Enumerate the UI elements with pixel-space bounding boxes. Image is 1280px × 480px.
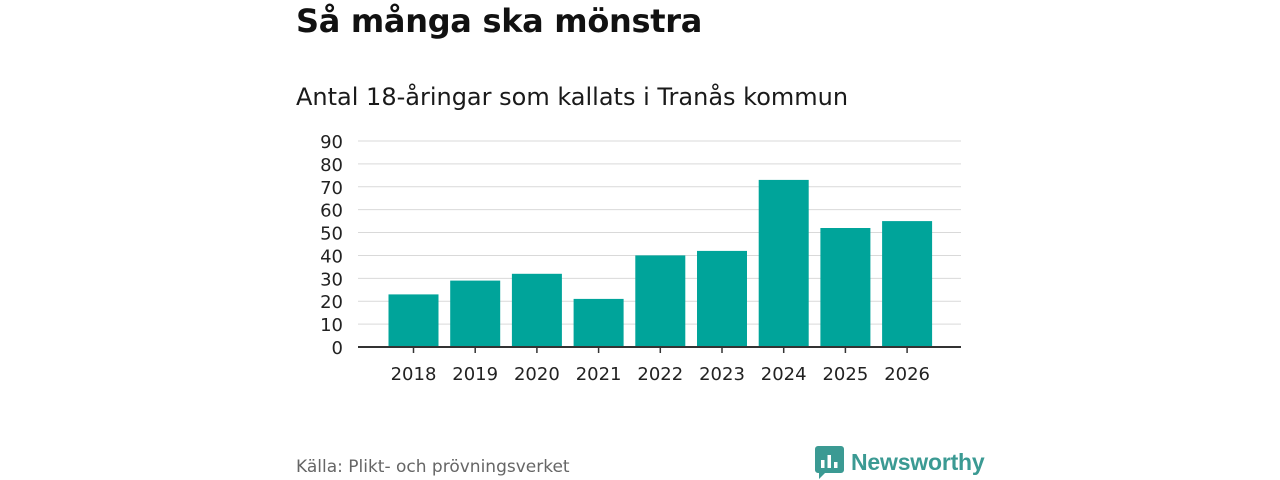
y-tick-label: 10 <box>320 315 343 336</box>
x-tick-label: 2026 <box>884 364 930 385</box>
bars <box>388 179 933 347</box>
x-tick-label: 2023 <box>699 364 745 385</box>
x-axis-ticks: 2018 2019 2020 2021 2022 2023 2024 2025 2026 <box>391 347 930 385</box>
brand-name: Newsworthy <box>851 449 985 475</box>
bar-2020 <box>511 273 562 347</box>
x-tick-label: 2021 <box>576 364 622 385</box>
bar-chart-logo-icon <box>815 446 844 479</box>
bar-2026 <box>882 221 933 347</box>
bar-2023 <box>697 250 747 347</box>
y-tick-label: 0 <box>332 338 343 359</box>
brand-logo: Newsworthy <box>815 446 985 479</box>
bar-2018 <box>388 294 439 347</box>
bar-2024 <box>758 179 809 347</box>
x-tick-label: 2018 <box>391 364 437 385</box>
x-tick-label: 2020 <box>514 364 560 385</box>
y-tick-label: 30 <box>320 269 343 290</box>
y-tick-label: 20 <box>320 292 343 313</box>
x-tick-label: 2024 <box>761 364 807 385</box>
y-tick-label: 70 <box>320 178 343 199</box>
x-tick-label: 2025 <box>822 364 868 385</box>
y-tick-label: 80 <box>320 155 343 176</box>
bar-2022 <box>635 255 686 347</box>
y-tick-label: 90 <box>320 132 343 153</box>
y-tick-label: 40 <box>320 246 343 267</box>
source-note: Källa: Plikt- och prövningsverket <box>296 457 570 477</box>
x-tick-label: 2019 <box>452 364 498 385</box>
y-tick-label: 50 <box>320 224 343 245</box>
bar-2019 <box>450 280 501 347</box>
chart-subtitle: Antal 18-åringar som kallats i Tranås ko… <box>296 83 849 111</box>
y-tick-label: 60 <box>320 201 343 222</box>
bar-2021 <box>573 298 624 347</box>
bar-2025 <box>820 228 871 347</box>
chart-title: Så många ska mönstra <box>296 2 703 40</box>
x-tick-label: 2022 <box>637 364 683 385</box>
